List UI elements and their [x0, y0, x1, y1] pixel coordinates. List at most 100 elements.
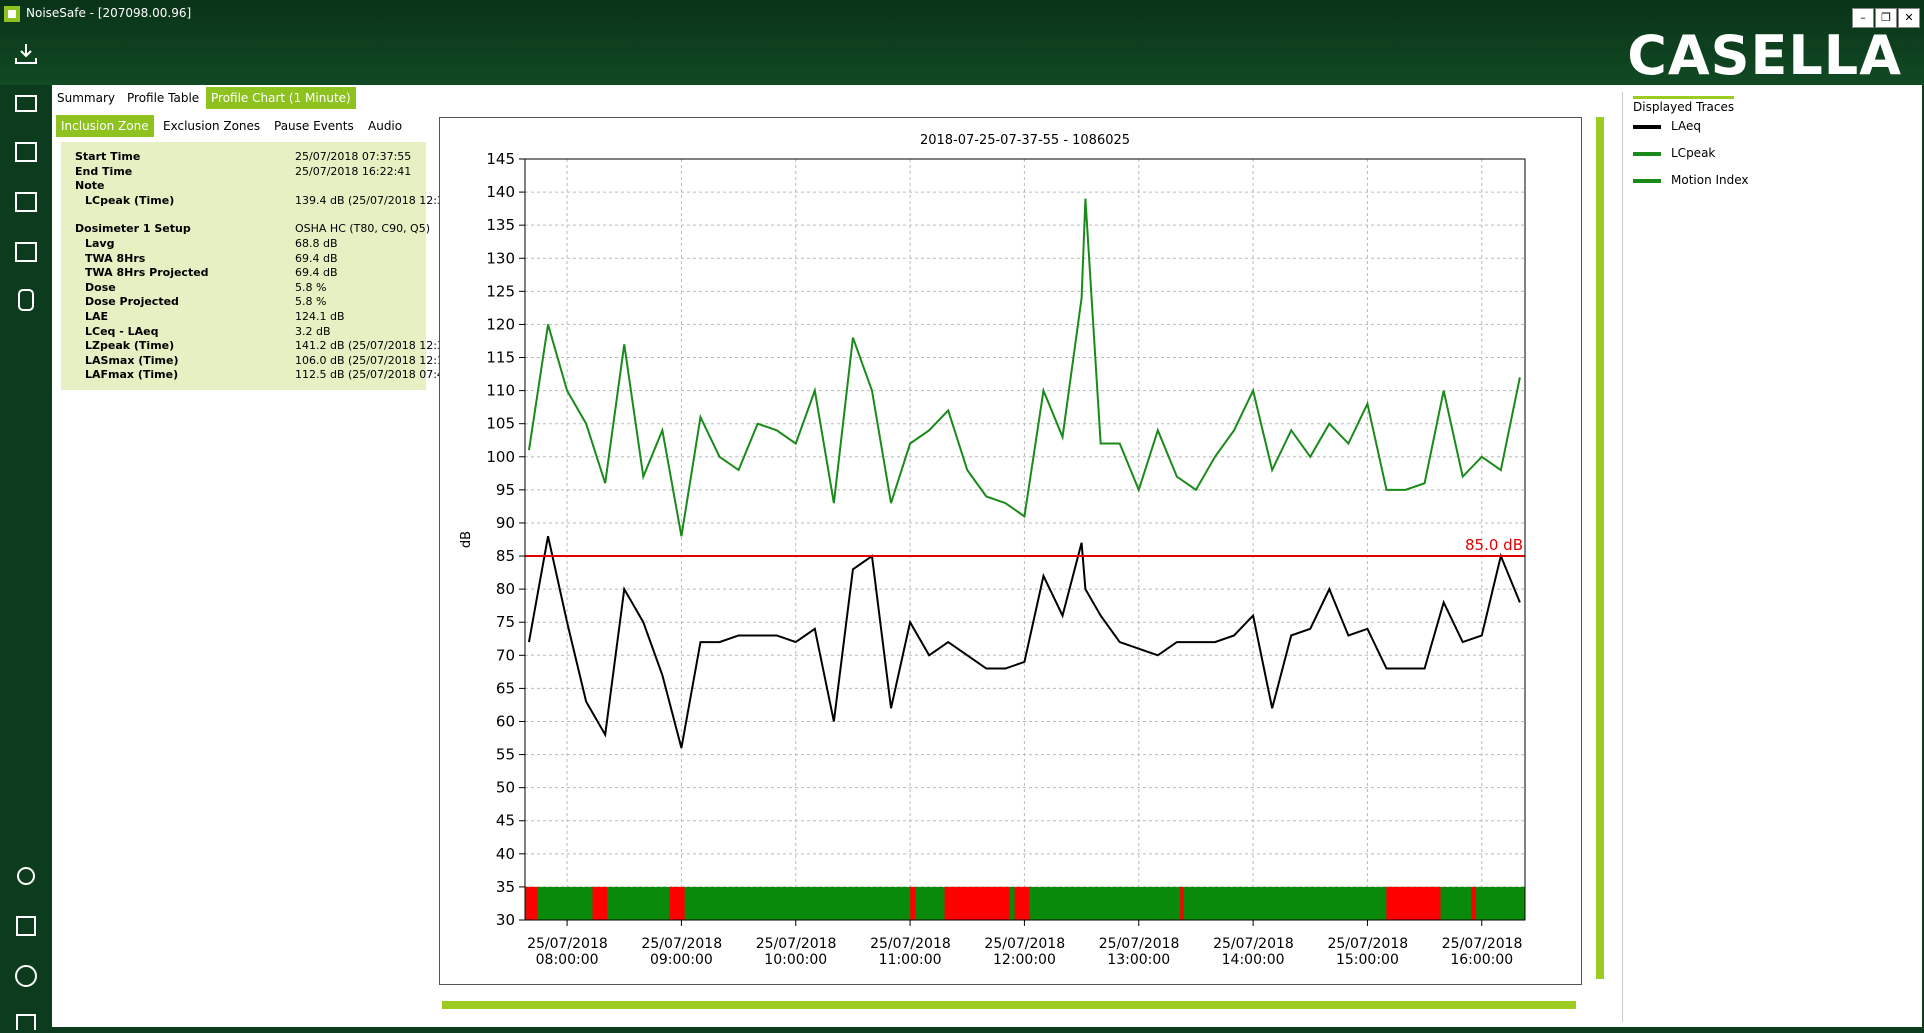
minimize-button[interactable]: – — [1852, 8, 1874, 28]
help-icon[interactable] — [15, 965, 37, 987]
plot-border — [524, 158, 1526, 921]
summary-row: End Time 25/07/2018 16:22:41 — [75, 165, 415, 179]
x-tick-label: 25/07/2018 13:00:00 — [1098, 936, 1180, 968]
summary-value: 124.1 dB — [295, 310, 345, 323]
legend-swatch — [1633, 151, 1661, 156]
y-tick-label: 90 — [496, 514, 515, 532]
legend-entry: LAeq — [1633, 119, 1701, 135]
license-icon[interactable] — [16, 916, 36, 936]
summary-value: 5.8 % — [295, 295, 327, 309]
y-tick-label: 50 — [496, 779, 515, 797]
table-icon[interactable] — [15, 242, 37, 262]
summary-value: 68.8 dB — [295, 237, 338, 250]
title-bar: NoiseSafe - [207098.00.96] – ❐ ✕ CASELLA — [0, 0, 1924, 87]
subtab[interactable]: Exclusion Zones — [163, 119, 261, 133]
subtab[interactable]: Inclusion Zone — [56, 115, 154, 137]
legend-swatch — [1633, 124, 1661, 129]
device-icon[interactable] — [18, 289, 34, 311]
summary-row: LZpeak (Time) 141.2 dB (25/07/2018 12:31:… — [75, 339, 473, 353]
summary-label: Dose — [85, 280, 116, 294]
summary-label: Start Time — [75, 150, 141, 163]
report-icon[interactable] — [15, 142, 37, 162]
summary-label: Dose Projected — [85, 295, 179, 309]
summary-value: 69.4 dB — [295, 251, 338, 265]
summary-row: LASmax (Time) 106.0 dB (25/07/2018 12:14:… — [75, 354, 473, 368]
y-tick-label: 95 — [496, 481, 515, 499]
settings-icon[interactable] — [17, 867, 35, 885]
summary-value: 141.2 dB (25/07/2018 12:31:55) — [295, 339, 473, 353]
x-tick-label: 25/07/2018 16:00:00 — [1441, 936, 1523, 968]
summary-row: Lavg 68.8 dB — [75, 237, 415, 251]
summary-value: 139.4 dB (25/07/2018 12:31:55) — [295, 193, 473, 207]
y-tick-label: 140 — [486, 183, 515, 201]
summary-row: Dosimeter 1 Setup OSHA HC (T80, C90, Q5) — [75, 222, 430, 236]
chart-frame: 2018-07-25-07-37-55 - 1086025 dB 30 35 40 45 5… — [439, 117, 1582, 985]
summary-value: 25/07/2018 07:37:55 — [295, 150, 412, 163]
legend-entry: LCpeak — [1633, 146, 1715, 162]
app-icon — [4, 6, 20, 22]
motion-alert — [1386, 886, 1441, 920]
y-tick-label: 120 — [486, 315, 515, 333]
threshold-label: 85.0 dB — [1465, 536, 1523, 554]
horizontal-zoom-slider[interactable] — [442, 1001, 1576, 1009]
legend-label: LAeq — [1671, 119, 1701, 133]
download-icon[interactable] — [13, 42, 39, 66]
tab[interactable]: Summary — [57, 91, 115, 105]
summary-row: TWA 8Hrs Projected 69.4 dB — [75, 266, 415, 280]
summary-label: LZpeak (Time) — [85, 339, 175, 353]
export-icon[interactable] — [16, 1014, 36, 1033]
summary-label: Dosimeter 1 Setup — [75, 222, 191, 236]
y-tick-label: 130 — [486, 249, 515, 267]
summary-row: Note — [75, 179, 415, 193]
chart-icon[interactable] — [15, 192, 37, 212]
subtab[interactable]: Pause Events — [274, 119, 354, 133]
trace-line — [527, 535, 1521, 749]
summary-row: LAFmax (Time) 112.5 dB (25/07/2018 07:49:… — [75, 368, 473, 382]
x-tick-label: 25/07/2018 14:00:00 — [1213, 936, 1294, 968]
summary-label: TWA 8Hrs — [85, 251, 146, 265]
restore-button[interactable]: ❐ — [1875, 8, 1897, 28]
legend-title: Displayed Traces — [1633, 96, 1735, 114]
summary-value: 3.2 dB — [295, 324, 331, 338]
x-tick-label: 25/07/2018 15:00:00 — [1327, 936, 1409, 968]
tab[interactable]: Profile Chart (1 Minute) — [206, 87, 356, 109]
x-tick-label: 25/07/2018 09:00:00 — [641, 936, 723, 968]
y-tick-label: 40 — [496, 845, 515, 863]
y-tick-label: 105 — [486, 415, 515, 433]
summary-label: LCeq - LAeq — [85, 324, 159, 338]
legend-swatch — [1633, 178, 1661, 183]
y-tick-label: 45 — [496, 812, 515, 830]
chart-title: 2018-07-25-07-37-55 - 1086025 — [920, 133, 1130, 148]
motion-alert — [944, 886, 1010, 920]
summary-value: 112.5 dB (25/07/2018 07:49:55) — [295, 368, 473, 382]
y-tick-label: 80 — [496, 580, 515, 598]
close-button[interactable]: ✕ — [1898, 8, 1920, 28]
y-tick-label: 35 — [496, 878, 515, 896]
x-tick-label: 25/07/2018 11:00:00 — [870, 936, 951, 968]
legend-label: LCpeak — [1671, 146, 1716, 160]
trace-line — [527, 198, 1521, 537]
summary-row: TWA 8Hrs 69.4 dB — [75, 252, 415, 266]
motion-alert — [1471, 886, 1477, 920]
subtab[interactable]: Audio — [368, 119, 403, 133]
y-axis-label: dB — [459, 531, 474, 548]
sidebar — [0, 43, 52, 1033]
summary-value: OSHA HC (T80, C90, Q5) — [295, 222, 431, 236]
summary-label: Lavg — [85, 237, 115, 250]
vertical-zoom-slider[interactable] — [1596, 117, 1604, 979]
summary-row: Start Time 25/07/2018 07:37:55 — [75, 150, 415, 164]
legend-entry: Motion Index — [1633, 173, 1749, 189]
summary-label: Note — [75, 179, 105, 193]
open-icon[interactable] — [15, 95, 37, 112]
summary-value: 25/07/2018 16:22:41 — [295, 164, 412, 178]
summary-value: 106.0 dB (25/07/2018 12:14:55) — [295, 353, 473, 367]
window-title: NoiseSafe - [207098.00.96] — [26, 6, 192, 20]
tab[interactable]: Profile Table — [127, 91, 200, 105]
summary-row: LAE 124.1 dB — [75, 310, 415, 324]
x-tick-label: 25/07/2018 10:00:00 — [755, 936, 837, 968]
legend-panel: Displayed Traces LAeq LCpeak Motion Index — [1622, 92, 1921, 1022]
legend-label: Motion Index — [1671, 173, 1749, 187]
chart: 2018-07-25-07-37-55 - 1086025 dB 30 35 40 45 5… — [459, 133, 1526, 929]
summary-label: LAE — [85, 310, 109, 323]
